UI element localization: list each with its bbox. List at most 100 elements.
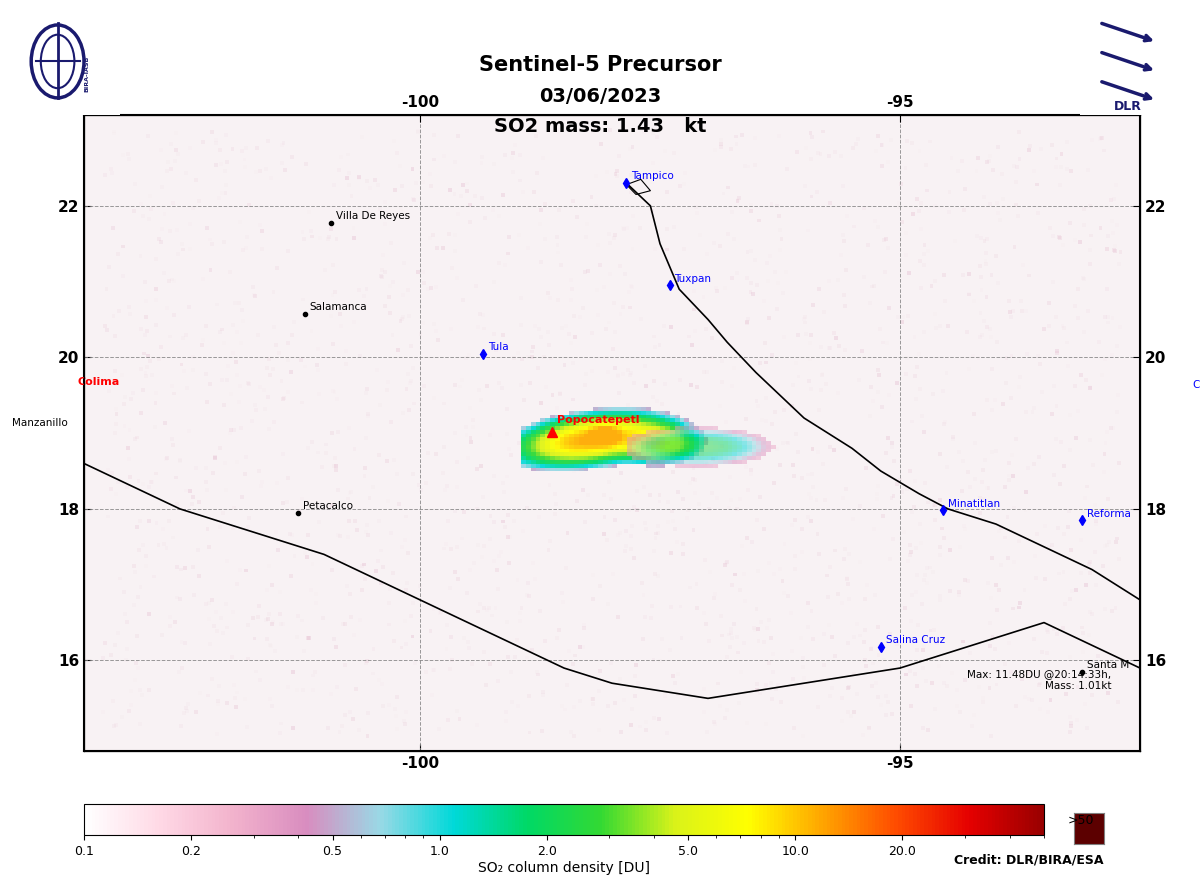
Point (485, 514, 504, 529)
Point (302, 324, 322, 338)
X-axis label: SO₂ column density [DU]: SO₂ column density [DU] (478, 861, 650, 875)
Point (358, 728, 377, 743)
Point (1060, 216, 1079, 230)
Point (136, 548, 155, 562)
Point (985, 393, 1004, 408)
Point (900, 548, 919, 562)
Point (563, 194, 582, 208)
Point (742, 276, 761, 290)
Point (820, 341, 839, 355)
Point (503, 150, 522, 164)
Point (548, 293, 568, 307)
Point (473, 150, 492, 164)
Point (173, 661, 192, 675)
Point (527, 166, 546, 180)
Point (1039, 540, 1058, 554)
Point (708, 284, 727, 298)
Point (988, 196, 1007, 210)
Point (743, 286, 762, 301)
Point (118, 642, 137, 656)
Point (120, 470, 139, 484)
Point (632, 311, 652, 325)
Point (293, 492, 312, 507)
Point (718, 703, 737, 717)
Point (164, 438, 184, 453)
Point (911, 255, 930, 269)
Point (798, 620, 817, 634)
Point (487, 563, 506, 577)
Point (953, 268, 972, 282)
Point (324, 337, 343, 351)
Point (193, 135, 212, 149)
Point (244, 611, 263, 625)
Point (308, 342, 328, 356)
Point (228, 685, 247, 699)
Point (673, 537, 692, 552)
Point (910, 144, 929, 158)
Point (1088, 675, 1108, 690)
Point (383, 328, 402, 342)
Point (608, 369, 628, 383)
Point (998, 552, 1018, 566)
Point (461, 431, 480, 445)
Point (720, 500, 739, 514)
Point (274, 447, 293, 461)
Point (803, 298, 822, 312)
Point (1042, 407, 1061, 421)
Point (151, 340, 170, 354)
Point (636, 359, 655, 373)
Point (751, 490, 770, 504)
Point (624, 499, 643, 514)
Point (916, 476, 935, 490)
Point (121, 392, 140, 406)
Point (422, 688, 442, 702)
Point (523, 350, 542, 364)
Point (424, 602, 443, 616)
Point (311, 231, 330, 245)
Point (128, 590, 148, 604)
Point (1057, 162, 1076, 176)
Point (215, 336, 234, 350)
Point (341, 705, 360, 719)
Point (869, 690, 888, 705)
Point (636, 723, 655, 737)
Point (217, 155, 236, 169)
Point (1009, 534, 1028, 548)
Point (977, 156, 996, 170)
Point (613, 301, 632, 315)
Point (262, 639, 281, 653)
Point (821, 196, 840, 210)
Point (502, 696, 521, 710)
Point (517, 501, 536, 515)
Point (212, 323, 232, 337)
Point (335, 210, 354, 224)
Point (391, 314, 410, 328)
Point (858, 238, 877, 252)
Point (1073, 621, 1092, 635)
Point (116, 390, 136, 404)
Point (599, 227, 618, 241)
Point (896, 667, 916, 682)
Point (788, 445, 808, 459)
Point (400, 403, 419, 417)
Point (293, 395, 312, 409)
Point (1080, 605, 1099, 619)
Point (674, 241, 694, 255)
Point (205, 619, 224, 633)
Point (757, 621, 776, 635)
Point (510, 228, 529, 242)
Point (755, 635, 774, 649)
Point (638, 424, 658, 438)
Point (949, 585, 968, 599)
Point (402, 374, 421, 388)
Point (938, 318, 958, 332)
Point (695, 458, 714, 472)
Point (106, 329, 125, 343)
Point (931, 589, 950, 603)
Point (200, 263, 220, 278)
Point (576, 378, 595, 392)
Point (1099, 229, 1118, 243)
Point (170, 454, 190, 469)
Point (774, 403, 793, 417)
Point (527, 129, 546, 143)
